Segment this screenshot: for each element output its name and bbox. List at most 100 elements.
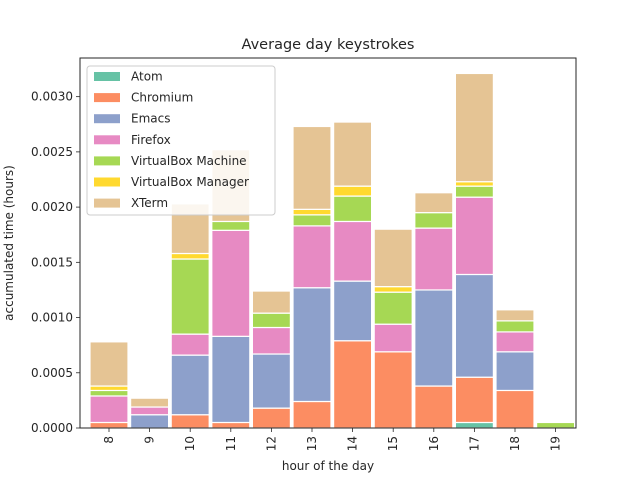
y-tick-label: 0.0025 [31,145,73,159]
legend-swatch-atom [94,72,120,81]
bar-emacs-hour-12 [251,353,291,409]
legend-swatch-virtualbox-manager [94,177,120,187]
bar-virtualbox-machine-hour-19 [535,421,576,429]
bar-emacs-hour-9 [130,414,170,429]
bar-xterm-hour-16 [414,192,454,214]
bar-emacs-hour-13 [292,287,332,403]
bar-virtualbox-machine-hour-16 [414,212,454,229]
bar-virtualbox-machine-hour-12 [251,312,291,329]
y-tick-label: 0.0015 [31,255,73,269]
bar-atom-hour-17 [454,421,494,429]
bar-emacs-hour-11 [211,335,251,424]
bar-firefox-hour-12 [251,326,291,355]
x-tick-label: 16 [427,436,441,451]
bar-firefox-hour-16 [414,227,454,291]
legend: Atom Chromium Emacs Firefox VirtualBox Machi… [86,65,276,216]
bar-virtualbox-manager-hour-8 [89,385,129,392]
bar-virtualbox-machine-hour-11 [211,220,251,231]
chart-title: Average day keystrokes [242,37,415,53]
bar-chromium-hour-13 [292,400,332,429]
legend-label-xterm: XTerm [131,196,168,210]
bar-xterm-hour-17 [454,72,494,183]
x-tick-label: 11 [224,436,238,451]
y-tick-label: 0.0020 [31,200,73,214]
bar-virtualbox-machine-hour-13 [292,214,332,227]
y-tick-label: 0.0005 [31,366,73,380]
x-tick-label: 19 [549,436,563,451]
y-axis-label: accumulated time (hours) [2,165,16,321]
bar-virtualbox-machine-hour-18 [495,320,535,333]
legend-label-virtualbox-machine: VirtualBox Machine [131,154,247,168]
bars [89,72,576,429]
bar-emacs-hour-14 [333,280,373,342]
legend-swatch-chromium [94,93,120,103]
bar-firefox-hour-13 [292,225,332,289]
x-tick-label: 10 [183,436,197,451]
bar-firefox-hour-10 [170,333,210,356]
legend-swatch-firefox [94,135,120,145]
bar-emacs-hour-16 [414,289,454,387]
legend-swatch-xterm [94,198,120,208]
bar-xterm-hour-18 [495,309,535,322]
y-axis-ticks: 0.0000 0.0005 0.0010 0.0015 0.0020 0.0025 0.00… [31,90,80,435]
x-tick-label: 12 [264,436,278,451]
bar-firefox-hour-18 [495,331,535,353]
y-tick-label: 0.0030 [31,90,73,104]
bar-chromium-hour-10 [170,414,210,429]
bar-emacs-hour-10 [170,354,210,416]
plot-frame [79,57,577,429]
bar-chromium-hour-14 [333,340,373,429]
bar-chromium-hour-15 [373,351,413,429]
bar-virtualbox-machine-hour-8 [89,389,129,397]
x-tick-label: 14 [346,436,360,451]
bar-xterm-hour-14 [333,121,373,187]
bar-virtualbox-machine-hour-10 [170,258,210,335]
bar-xterm-hour-15 [373,228,413,288]
bar-virtualbox-manager-hour-13 [292,208,332,216]
legend-swatch-virtualbox-machine [94,156,120,166]
bar-virtualbox-manager-hour-15 [373,286,413,293]
bar-xterm-hour-13 [292,125,332,210]
y-tick-label: 0.0010 [31,311,73,325]
bar-firefox-hour-8 [89,395,129,424]
bar-chromium-hour-17 [454,376,494,424]
bar-chromium-hour-8 [89,421,129,429]
bar-virtualbox-manager-hour-17 [454,181,494,187]
bar-virtualbox-machine-hour-17 [454,185,494,198]
legend-box [86,65,276,216]
legend-swatch-emacs [94,114,120,124]
bar-firefox-hour-15 [373,323,413,353]
bar-chromium-hour-12 [251,407,291,429]
bar-chromium-hour-11 [211,421,251,429]
y-tick-label: 0.0000 [31,421,73,435]
x-tick-label: 18 [508,436,522,451]
bar-chromium-hour-18 [495,389,535,429]
bar-virtualbox-manager-hour-14 [333,185,373,197]
x-axis-label: hour of the day [282,459,374,473]
bar-xterm-hour-8 [89,341,129,387]
x-axis-ticks: 8 9 10 11 12 13 14 15 16 17 18 19 [102,428,563,451]
legend-label-emacs: Emacs [131,112,170,126]
bar-virtualbox-manager-hour-10 [170,252,210,260]
bar-firefox-hour-17 [454,196,494,276]
bar-xterm-hour-9 [130,397,170,408]
legend-label-atom: Atom [131,70,163,84]
bar-emacs-hour-17 [454,273,494,378]
x-tick-label: 17 [467,436,481,451]
bar-firefox-hour-11 [211,229,251,337]
bar-firefox-hour-9 [130,406,170,416]
x-tick-label: 15 [386,436,400,451]
bar-virtualbox-machine-hour-14 [333,195,373,223]
legend-label-virtualbox-manager: VirtualBox Manager [131,175,249,189]
x-tick-label: 9 [143,436,157,444]
bar-virtualbox-machine-hour-15 [373,291,413,325]
legend-label-chromium: Chromium [131,91,193,105]
bar-chromium-hour-16 [414,385,454,429]
legend-label-firefox: Firefox [131,133,171,147]
bar-firefox-hour-14 [333,220,373,282]
x-tick-label: 8 [102,436,116,444]
bar-xterm-hour-12 [251,290,291,314]
x-tick-label: 13 [305,436,319,451]
bar-emacs-hour-18 [495,351,535,392]
